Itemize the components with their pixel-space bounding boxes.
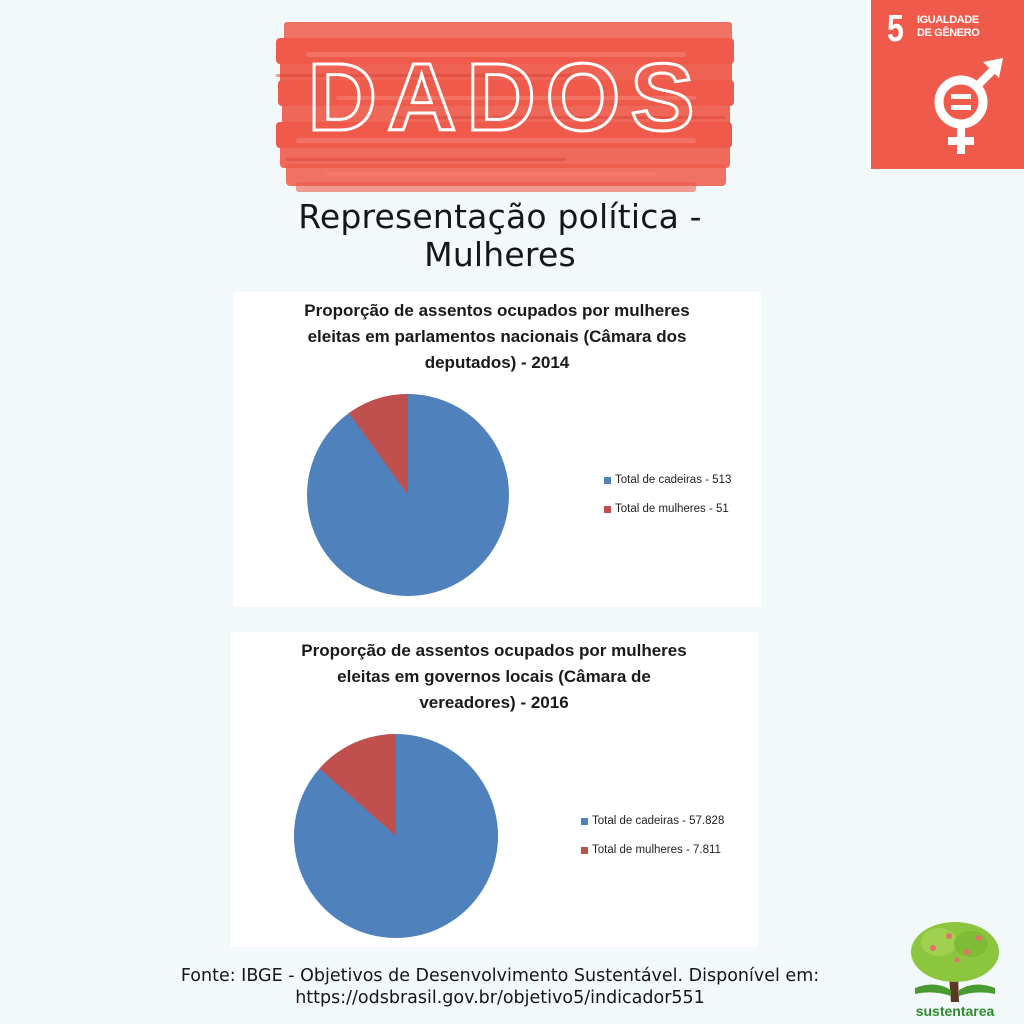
page-title-line1: Representação política -: [298, 197, 702, 236]
legend-item: Total de cadeiras - 57.828: [581, 814, 724, 828]
chart-title-1: Proporção de assentos ocupados por mulhe…: [253, 298, 741, 376]
pie-chart-1: [307, 394, 509, 596]
legend-label: Total de mulheres - 51: [615, 503, 729, 515]
legend-item: Total de mulheres - 7.811: [581, 843, 724, 857]
chart-title-2-line3: vereadores) - 2016: [419, 693, 569, 712]
source-line1: Fonte: IBGE - Objetivos de Desenvolvimen…: [180, 966, 820, 986]
legend-item: Total de mulheres - 51: [604, 502, 731, 516]
legend-swatch: [581, 846, 588, 854]
chart-panel-2: Proporção de assentos ocupados por mulhe…: [230, 632, 758, 947]
chart-title-1-line1: Proporção de assentos ocupados por mulhe…: [304, 301, 690, 320]
sdg-badge: 5 IGUALDADE DE GÊNERO: [871, 0, 1024, 169]
legend-2: Total de cadeiras - 57.828 Total de mulh…: [581, 814, 724, 872]
banner-text: DADOS: [308, 44, 705, 151]
chart-title-2: Proporção de assentos ocupados por mulhe…: [250, 638, 738, 716]
gender-equality-icon: [934, 58, 1003, 154]
chart-title-1-line2: eleitas em parlamentos nacionais (Câmara…: [307, 327, 687, 346]
legend-swatch: [604, 505, 611, 513]
source-note: Fonte: IBGE - Objetivos de Desenvolvimen…: [80, 965, 920, 1009]
dados-banner: DADOS: [276, 22, 734, 192]
legend-1: Total de cadeiras - 513 Total de mulhere…: [604, 473, 731, 531]
source-link[interactable]: https://odsbrasil.gov.br/objetivo5/indic…: [295, 988, 705, 1008]
legend-label: Total de cadeiras - 57.828: [592, 815, 725, 827]
chart-panel-1: Proporção de assentos ocupados por mulhe…: [233, 292, 761, 607]
page-title: Representação política - Mulheres: [240, 198, 760, 274]
legend-swatch: [604, 476, 611, 484]
sdg-label-line1: IGUALDADE: [917, 14, 979, 26]
legend-label: Total de cadeiras - 513: [615, 474, 732, 486]
legend-swatch: [581, 817, 588, 825]
legend-item: Total de cadeiras - 513: [604, 473, 731, 487]
sdg-label-line2: DE GÊNERO: [917, 27, 980, 39]
pie-chart-2: [294, 734, 498, 938]
legend-label: Total de mulheres - 7.811: [592, 844, 721, 856]
page-title-line2: Mulheres: [424, 235, 576, 274]
sdg-label: IGUALDADE DE GÊNERO: [917, 14, 1017, 40]
pie-slice-women: [319, 734, 396, 836]
tree-icon: [911, 922, 999, 1002]
sdg-number: 5: [887, 8, 904, 50]
sustentarea-logo: sustentarea: [905, 918, 1005, 1024]
chart-title-2-line2: eleitas em governos locais (Câmara de: [337, 667, 651, 686]
chart-title-1-line3: deputados) - 2014: [424, 353, 570, 372]
pie-slice-women: [348, 394, 408, 495]
logo-text: sustentarea: [915, 1003, 995, 1019]
chart-title-2-line1: Proporção de assentos ocupados por mulhe…: [301, 641, 687, 660]
